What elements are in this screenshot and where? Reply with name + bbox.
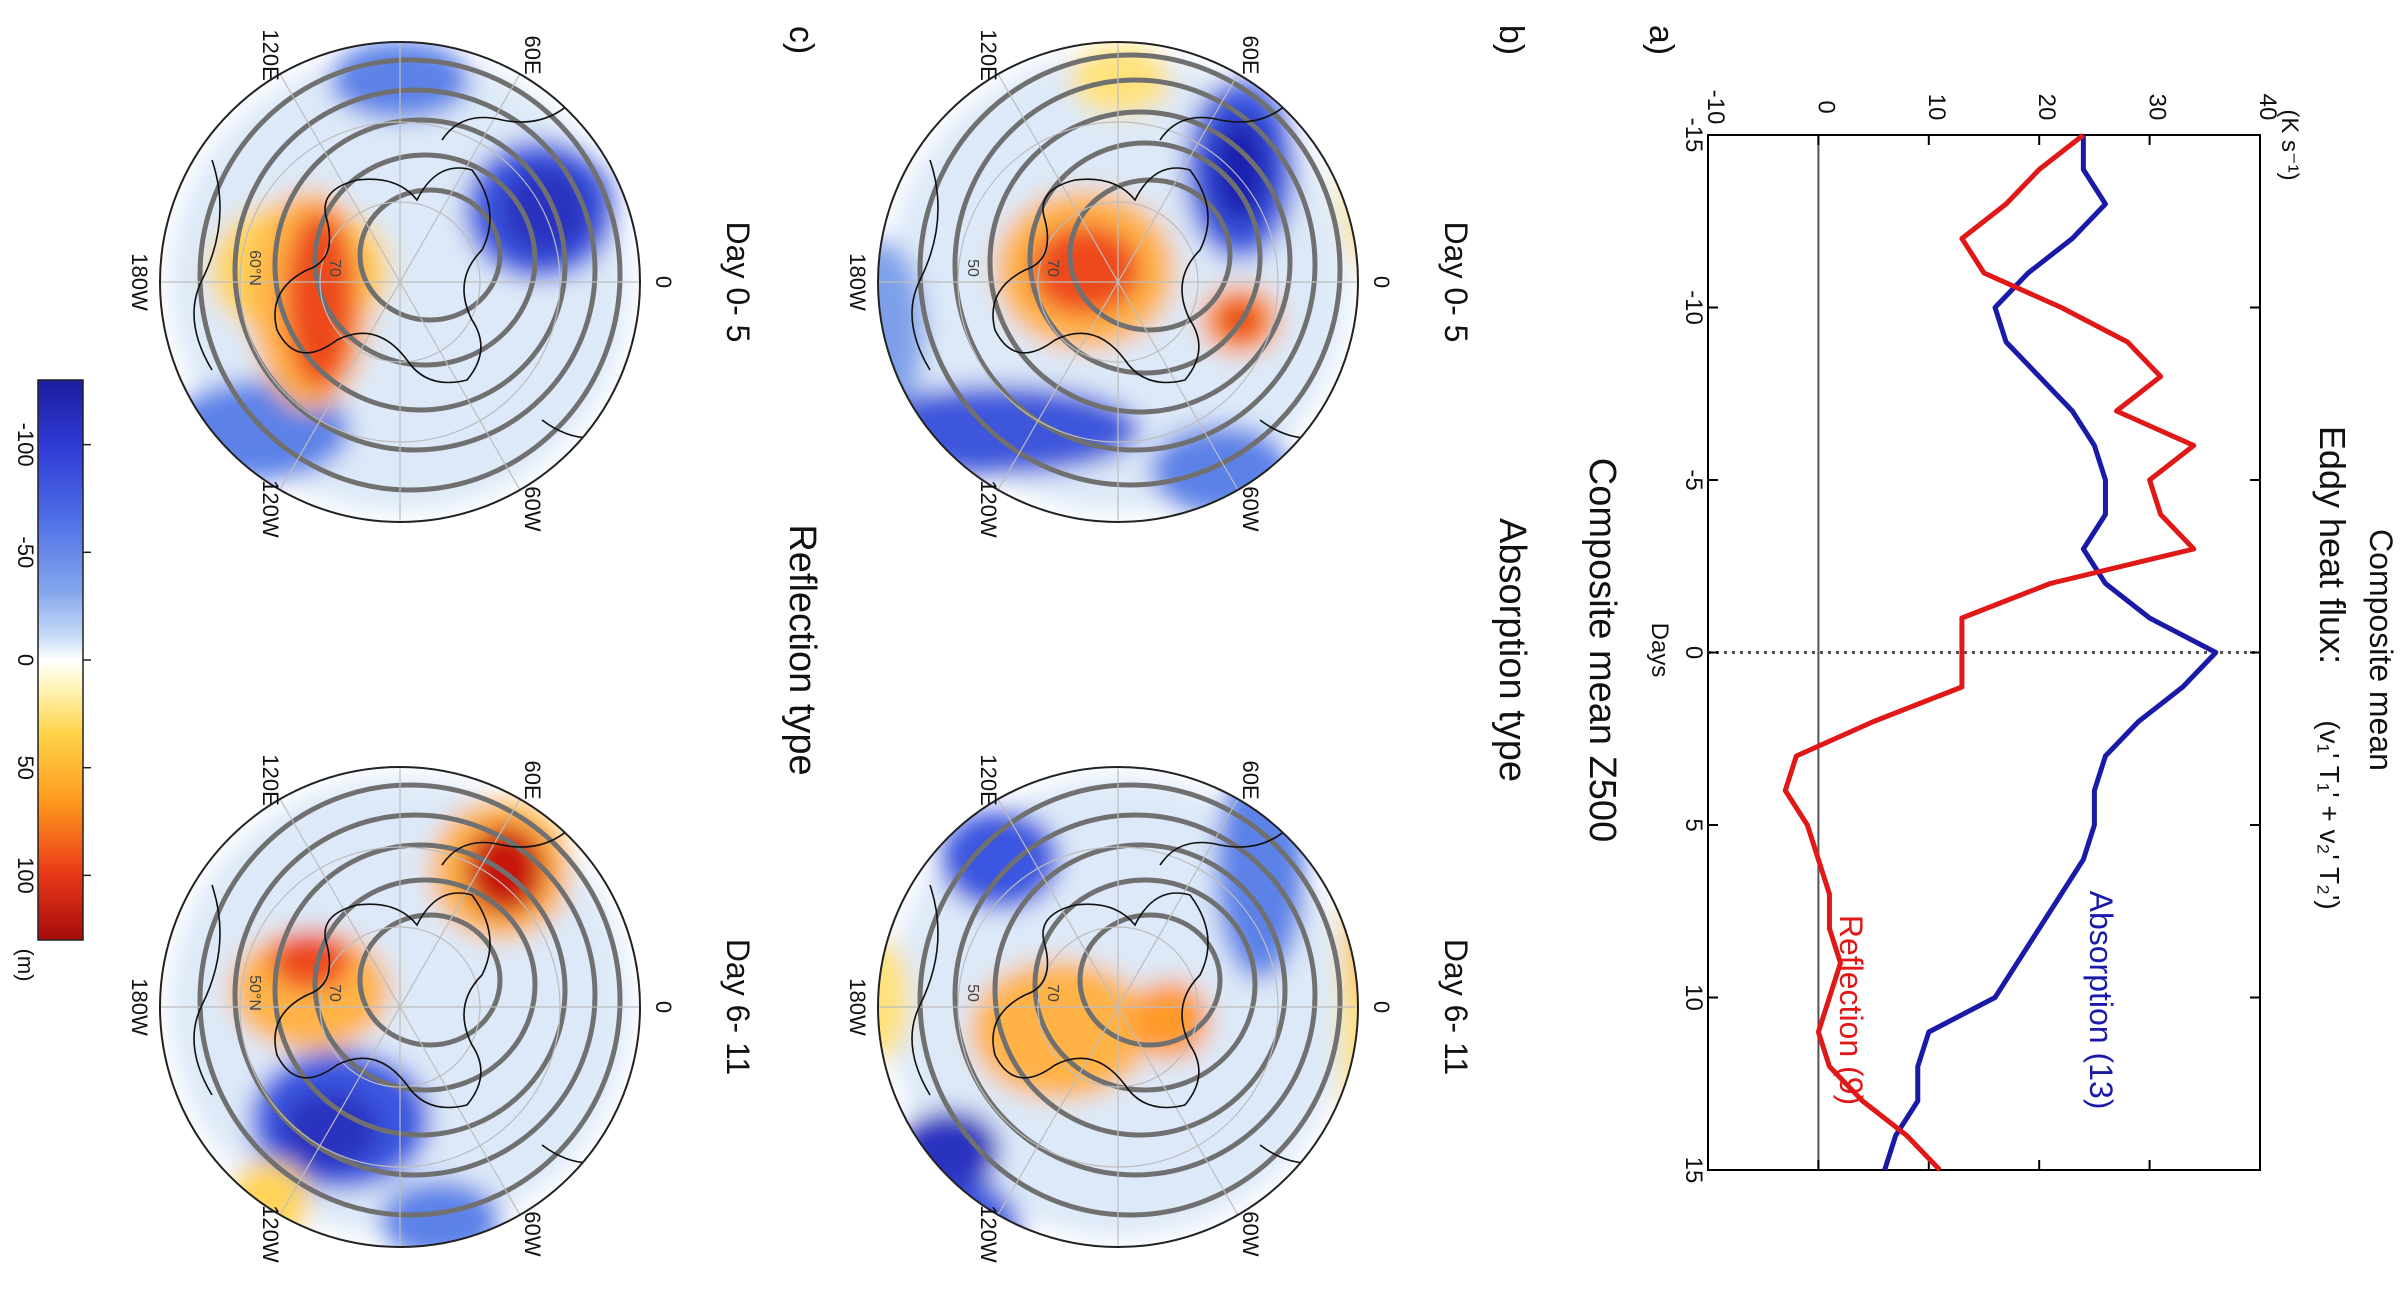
colorbar-gradient: [37, 379, 84, 941]
chart-formula: (v₁' T₁' + v₂' T₂'): [2314, 720, 2345, 909]
y-tick-label: 40: [2254, 94, 2281, 121]
heat-flux-chart: a) Composite mean Eddy heat flux: (v₁' T…: [1642, 25, 2399, 1183]
chart-x-label: Days: [1646, 623, 1673, 678]
b-right-day-label: Day 6- 11: [1438, 939, 1474, 1075]
c-left-day-label: Day 0- 5: [720, 222, 756, 343]
colorbar: -100 -50 0 50 100 (m): [13, 379, 91, 982]
map-c-day6-11: [159, 766, 641, 1248]
map-b-right-contours: [917, 782, 1343, 1218]
map-c-right-contours: [197, 782, 623, 1218]
colorbar-ticks: -100 -50 0 50 100: [13, 423, 91, 894]
longitude-label: 0: [651, 276, 676, 288]
x-tick-label: -15: [1680, 118, 1707, 153]
longitude-label: 60W: [520, 1211, 545, 1256]
colorbar-tick-label: 0: [13, 654, 38, 666]
longitude-label: 180W: [845, 253, 870, 311]
c-right-day-label: Day 6- 11: [720, 939, 756, 1075]
y-tick-label: 20: [2033, 94, 2060, 121]
colorbar-tick-label: -100: [13, 423, 38, 467]
colorbar-tick-label: -50: [13, 536, 38, 568]
latitude-label: 50°N: [246, 975, 263, 1011]
y-tick-label: -10: [1702, 90, 1729, 125]
map-b-day6-11: [877, 766, 1359, 1248]
y-tick-label: 10: [1923, 94, 1950, 121]
latitude-label: 70: [1044, 259, 1061, 277]
latitude-label: 50: [964, 984, 981, 1002]
x-tick-label: 0: [1680, 646, 1707, 659]
y-tick-label: 30: [2144, 94, 2171, 121]
longitude-label: 120W: [976, 1205, 1001, 1263]
x-tick-label: -10: [1680, 290, 1707, 325]
b-left-day-label: Day 0- 5: [1438, 222, 1474, 343]
x-tick-label: 5: [1680, 818, 1707, 831]
chart-series: [1782, 133, 2219, 1172]
map-c-left-contours: [197, 57, 623, 493]
legend-label-1: Reflection (9): [1833, 915, 1869, 1105]
longitude-label: 60W: [520, 486, 545, 531]
z500-title: Composite mean Z500: [1581, 458, 1623, 842]
longitude-label: 0: [1369, 276, 1394, 288]
panel-c-letter: c): [782, 26, 820, 54]
map-b-day0-5: [877, 41, 1359, 523]
longitude-label: 120W: [258, 480, 283, 538]
chart-grid: [1708, 135, 2260, 1170]
longitude-label: 180W: [127, 253, 152, 311]
chart-y-unit: (K s⁻¹): [2276, 109, 2303, 180]
longitude-label: 120E: [258, 29, 283, 80]
chart-title-line1: Composite mean: [2363, 529, 2399, 771]
map-labels: 0 60W 120W 180W 120E 60E 70 50 0 60W 120W 180W 120E 6…: [127, 29, 1394, 1262]
series-line-0: [1882, 135, 2219, 1171]
colorbar-unit: (m): [13, 949, 38, 982]
colorbar-tick-label: 50: [13, 755, 38, 779]
latitude-label: 70: [326, 984, 343, 1002]
longitude-label: 180W: [127, 978, 152, 1036]
longitude-label: 0: [651, 1001, 676, 1013]
longitude-label: 60W: [1238, 1211, 1263, 1256]
y-tick-label: 0: [1812, 100, 1839, 113]
latitude-label: 70: [1044, 984, 1061, 1002]
map-b-left-contours: [917, 52, 1343, 488]
longitude-label: 60E: [520, 36, 545, 75]
chart-legend: Absorption (13) Reflection (9): [1833, 891, 2119, 1110]
chart-title-line2: Eddy heat flux:: [2312, 426, 2353, 664]
longitude-label: 120E: [976, 29, 1001, 80]
reflection-type-label: Reflection type: [781, 524, 823, 775]
colorbar-tick-label: 100: [13, 857, 38, 894]
longitude-label: 60E: [1238, 36, 1263, 75]
absorption-type-label: Absorption type: [1491, 518, 1533, 782]
series-line-1: [1782, 133, 2197, 1172]
legend-label-0: Absorption (13): [2083, 891, 2119, 1110]
panel-a-letter: a): [1642, 25, 1680, 55]
longitude-label: 60E: [520, 761, 545, 800]
latitude-label: 60°N: [246, 250, 263, 286]
panel-b-letter: b): [1492, 25, 1530, 55]
longitude-label: 120W: [258, 1205, 283, 1263]
x-tick-label: 10: [1680, 984, 1707, 1011]
map-c-day0-5: [159, 41, 641, 523]
latitude-label: 70: [326, 259, 343, 277]
latitude-label: 50: [964, 259, 981, 277]
longitude-label: 120W: [976, 480, 1001, 538]
longitude-label: 180W: [845, 978, 870, 1036]
x-tick-label: 15: [1680, 1157, 1707, 1184]
longitude-label: 120E: [976, 754, 1001, 805]
longitude-label: 120E: [258, 754, 283, 805]
x-tick-label: -5: [1680, 469, 1707, 490]
longitude-label: 0: [1369, 1001, 1394, 1013]
longitude-label: 60W: [1238, 486, 1263, 531]
longitude-label: 60E: [1238, 761, 1263, 800]
